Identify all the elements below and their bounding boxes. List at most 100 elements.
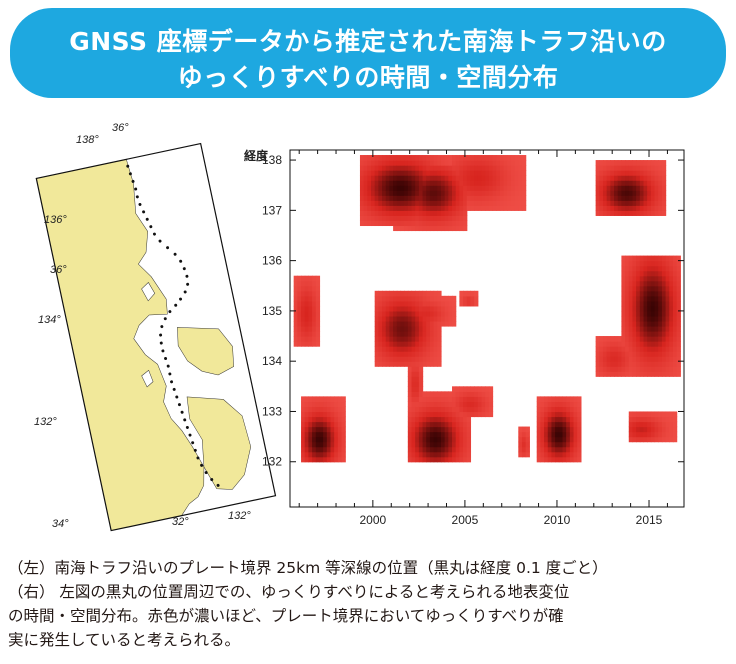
heat-cell	[551, 426, 556, 433]
heat-cell	[669, 260, 674, 267]
heat-cell	[474, 160, 479, 166]
heat-cell	[661, 280, 667, 287]
heat-cell	[466, 441, 472, 448]
heat-cell	[396, 180, 402, 186]
heat-cell	[459, 431, 464, 438]
heat-cell	[429, 456, 435, 463]
heat-cell	[514, 180, 519, 186]
heat-cell	[544, 421, 549, 428]
heat-cell	[452, 175, 457, 181]
heat-cell	[301, 406, 306, 413]
heat-cell	[602, 195, 608, 201]
heat-cell	[312, 446, 317, 453]
heat-cell	[510, 165, 516, 171]
heat-cell	[422, 200, 427, 206]
heat-cell	[422, 310, 427, 317]
heat-cell	[426, 220, 431, 227]
heat-cell	[643, 290, 648, 297]
heat-cell	[411, 185, 416, 191]
heat-cell	[496, 170, 501, 176]
heat-cell	[452, 295, 457, 302]
heat-cell	[437, 170, 442, 176]
heat-cell	[389, 305, 394, 312]
heat-cell	[525, 436, 530, 443]
heat-cell	[415, 416, 420, 423]
heat-cell	[374, 175, 379, 181]
heat-cell	[643, 421, 648, 428]
heat-cell	[661, 416, 667, 423]
heat-cell	[437, 175, 442, 181]
heat-cell	[341, 421, 346, 428]
heat-cell	[654, 431, 659, 438]
heat-cell	[676, 336, 681, 342]
heat-cell	[308, 401, 313, 408]
map-tick-lon-132-bottom: 132°	[228, 510, 251, 522]
heat-cell	[319, 436, 324, 443]
heat-cell	[614, 366, 619, 372]
heat-cell	[400, 185, 405, 191]
heat-cell	[433, 310, 438, 317]
heat-cell	[621, 200, 626, 206]
heat-cell	[485, 160, 490, 166]
heat-cell	[474, 200, 479, 206]
heat-cell	[632, 300, 637, 307]
heat-cell	[614, 185, 619, 191]
heat-cell	[676, 265, 681, 272]
heat-cell	[551, 446, 556, 453]
contour-dot	[177, 403, 181, 407]
heat-cell	[643, 195, 648, 201]
heat-cell	[470, 411, 475, 418]
heat-cell	[452, 315, 457, 322]
heat-cell	[665, 265, 670, 272]
heat-cell	[407, 341, 413, 347]
heat-cell	[628, 255, 634, 262]
heat-cell	[518, 426, 523, 433]
heat-cell	[301, 275, 306, 282]
heat-cell	[647, 421, 652, 428]
heat-cell	[385, 175, 391, 181]
heat-cell	[639, 341, 645, 347]
heat-cell	[341, 456, 346, 463]
heat-cell	[625, 285, 630, 292]
heat-cell	[610, 210, 615, 216]
heat-cell	[643, 285, 648, 292]
heat-cell	[632, 361, 637, 367]
heat-cell	[448, 320, 453, 327]
heat-cell	[650, 280, 656, 287]
heat-cell	[455, 215, 460, 221]
heat-cell	[507, 205, 512, 211]
heat-cell	[308, 416, 313, 423]
heat-cell	[315, 336, 321, 342]
heat-cell	[669, 285, 674, 292]
heat-cell	[639, 270, 645, 277]
heat-cell	[632, 290, 637, 297]
heat-cell	[654, 436, 659, 443]
heat-cell	[632, 341, 637, 347]
heat-cell	[301, 441, 306, 448]
heat-cell	[452, 421, 457, 428]
heat-cell	[382, 200, 387, 206]
heat-cell	[669, 416, 674, 423]
heat-cell	[672, 361, 678, 367]
heat-cell	[407, 446, 413, 453]
heat-cell	[411, 366, 416, 372]
heat-cell	[440, 225, 446, 232]
heat-cell	[610, 336, 615, 342]
heat-cell	[382, 160, 387, 166]
heat-cell	[378, 175, 383, 181]
heat-cell	[474, 195, 479, 201]
heat-cell	[636, 331, 641, 337]
contour-dot	[158, 239, 162, 243]
heat-cell	[315, 401, 321, 408]
heat-cell	[647, 285, 652, 292]
heat-cell	[628, 200, 634, 206]
heat-cell	[658, 265, 663, 272]
heat-cell	[459, 225, 464, 232]
heat-cell	[518, 190, 523, 196]
heat-cell	[378, 195, 383, 201]
heat-cell	[628, 436, 634, 443]
heat-cell	[639, 361, 645, 367]
heat-cell	[422, 315, 427, 322]
heat-cell	[569, 401, 575, 408]
heat-cell	[378, 356, 383, 362]
